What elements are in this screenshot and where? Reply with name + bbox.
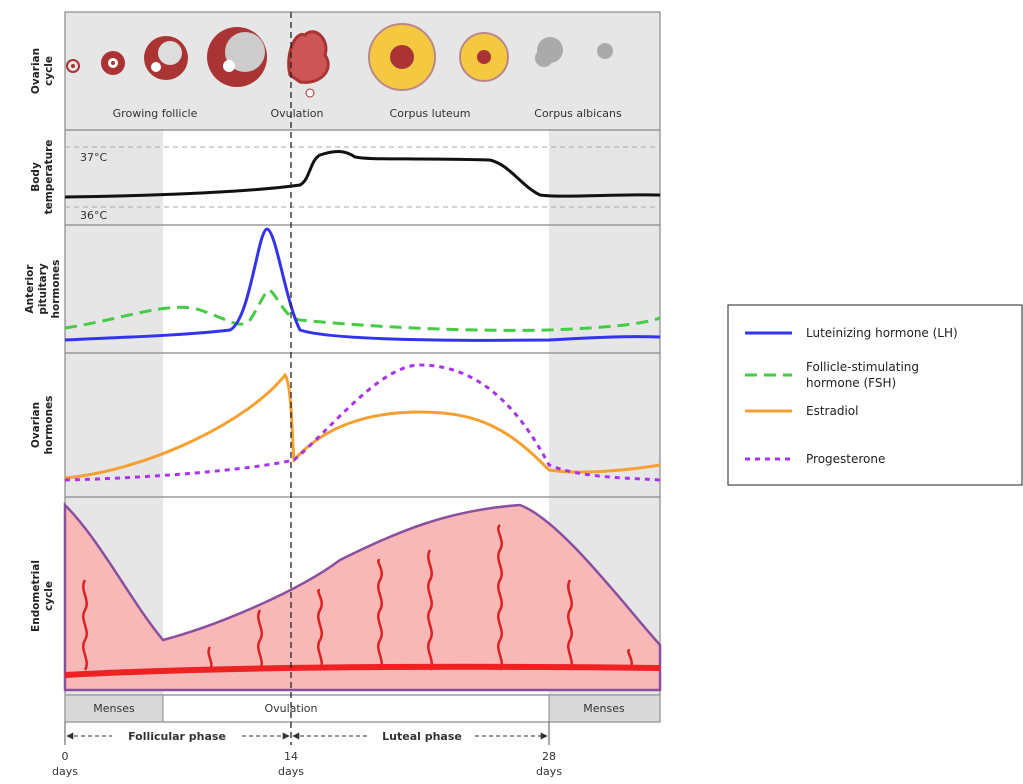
row-label-line: cycle — [43, 56, 55, 86]
row-label-line: Endometrial — [30, 560, 42, 632]
legend-line: Luteinizing hormone (LH) — [806, 326, 958, 340]
legend-label: Luteinizing hormone (LH) — [806, 326, 958, 340]
legend-line: Progesterone — [806, 452, 885, 466]
row-label-line: temperature — [43, 140, 55, 215]
row-label-line: pituitary — [37, 263, 49, 314]
row-label: Bodytemperature — [30, 140, 55, 215]
phase-label: Luteal phase — [382, 730, 462, 743]
day-unit: days — [536, 765, 562, 778]
bar-label: Menses — [93, 702, 135, 715]
body: Growing follicle Ovulation Corpus luteum… — [0, 0, 1023, 780]
stage-label: Growing follicle — [113, 107, 198, 120]
row-label-line: Ovarian — [30, 48, 42, 94]
day-number: 14 — [284, 750, 298, 763]
legend-line: Follicle-stimulating — [806, 360, 919, 374]
row-label: Ovarianhormones — [30, 396, 55, 455]
page: Menstrual cycle {"row_labels":[["Ovarian… — [0, 0, 1023, 780]
row-label-line: Body — [30, 162, 42, 192]
bar-label: Menses — [583, 702, 625, 715]
row-label: Anteriorpituitaryhormones — [24, 260, 62, 319]
day-number: 28 — [542, 750, 556, 763]
legend-label: Estradiol — [806, 404, 858, 418]
stage-label: Corpus albicans — [534, 107, 622, 120]
row-label-line: Anterior — [24, 264, 36, 314]
legend-label: Progesterone — [806, 452, 885, 466]
legend-line: hormone (FSH) — [806, 376, 896, 390]
temp-label: 36°C — [80, 209, 107, 222]
row-label-line: cycle — [43, 581, 55, 611]
day-unit: days — [278, 765, 304, 778]
row-label-line: hormones — [43, 396, 55, 455]
legend-line: Estradiol — [806, 404, 858, 418]
diagram: Growing follicle Ovulation Corpus luteum… — [0, 0, 1023, 780]
stage-label: Ovulation — [270, 107, 323, 120]
bar-label: Ovulation — [264, 702, 317, 715]
row-label-line: hormones — [50, 260, 62, 319]
phase-label: Follicular phase — [128, 730, 226, 743]
day-unit: days — [52, 765, 78, 778]
row-label-line: Ovarian — [30, 402, 42, 448]
row-label: Endometrialcycle — [30, 560, 55, 632]
temp-label: 37°C — [80, 151, 107, 164]
stage-label: Corpus luteum — [390, 107, 471, 120]
day-number: 0 — [62, 750, 69, 763]
row-label: Ovariancycle — [30, 48, 55, 94]
